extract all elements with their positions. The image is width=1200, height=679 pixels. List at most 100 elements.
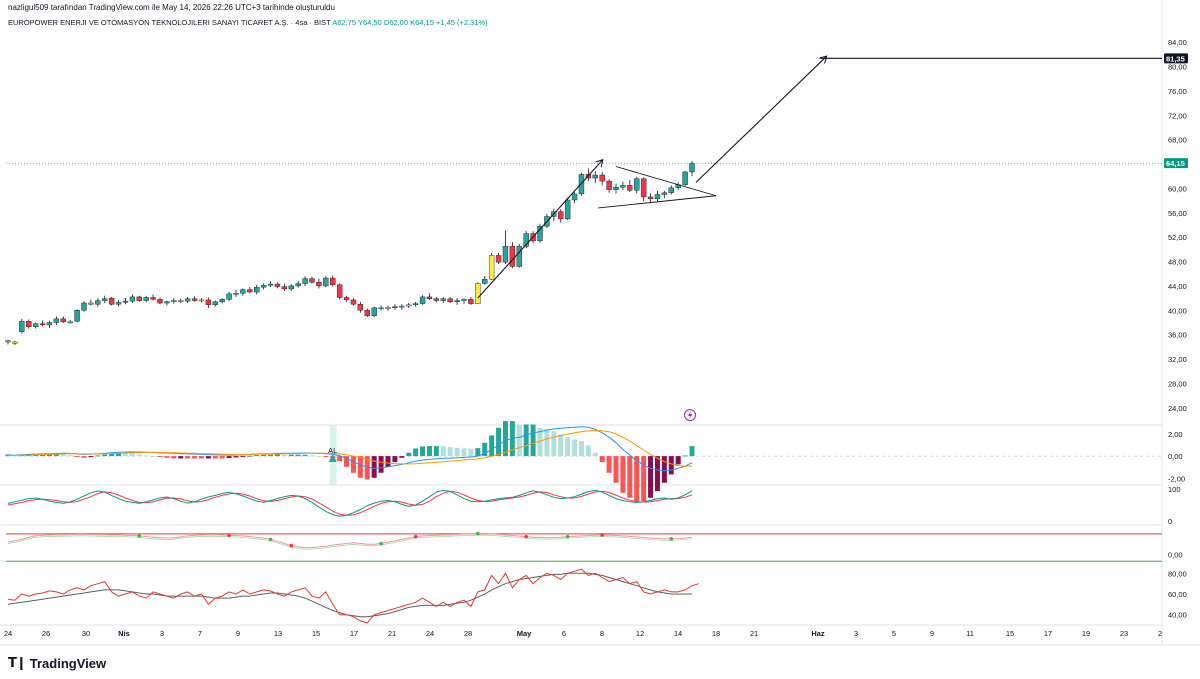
candle-body bbox=[309, 278, 315, 283]
candle bbox=[502, 230, 509, 264]
candle-body bbox=[67, 321, 73, 324]
macd-hist-bar bbox=[205, 456, 211, 459]
candle-body bbox=[323, 277, 329, 287]
macd-hist-bar bbox=[620, 456, 626, 493]
candle bbox=[198, 298, 205, 303]
candle-body bbox=[336, 284, 343, 298]
candle bbox=[53, 316, 60, 325]
time-tick-label-15: 8 bbox=[600, 629, 604, 638]
price-tick-label-2: 76,00 bbox=[1168, 87, 1187, 96]
symbol-line: EUROPOWER ENERJI VE OTOMASYON TEKNOLOJIL… bbox=[8, 18, 488, 27]
candle bbox=[350, 298, 357, 306]
macd-hist-bar bbox=[192, 456, 198, 459]
candle bbox=[343, 295, 350, 302]
osc-signal-dot bbox=[669, 537, 674, 541]
macd-hist-bar bbox=[60, 454, 66, 457]
al-annotation-label: AL bbox=[328, 446, 337, 455]
macd-hist-bar bbox=[316, 456, 322, 458]
candle-body bbox=[74, 310, 80, 322]
candle-body bbox=[661, 192, 668, 195]
ohlc-values: A62,75 Y64,50 D62,00 K64,15 +1,45 (+2,31… bbox=[332, 18, 488, 27]
macd-hist-bar bbox=[592, 452, 598, 457]
macd-hist-bar bbox=[261, 454, 267, 457]
signal-line bbox=[7, 430, 693, 467]
macd-hist-bar bbox=[551, 431, 557, 457]
time-tick-label-2: 30 bbox=[82, 629, 90, 638]
candle-body bbox=[350, 299, 357, 305]
candle bbox=[454, 298, 460, 305]
rsi-tick-label-1: 60,00 bbox=[1168, 590, 1187, 599]
macd-hist-bar bbox=[634, 456, 640, 502]
candle bbox=[5, 339, 11, 345]
candle-body bbox=[184, 298, 191, 302]
time-tick-label-8: 15 bbox=[312, 629, 320, 638]
candle-body bbox=[5, 340, 11, 343]
candle bbox=[627, 179, 633, 193]
macd-hist-bar bbox=[537, 427, 543, 457]
macd-hist-bar bbox=[641, 456, 647, 502]
candle-body bbox=[599, 174, 605, 182]
candle-body bbox=[647, 196, 654, 199]
macd-hist-bar bbox=[378, 456, 384, 473]
candle bbox=[378, 305, 384, 311]
pennant-upper-line bbox=[615, 166, 717, 197]
macd-hist-bar bbox=[502, 421, 508, 457]
candle bbox=[171, 298, 177, 304]
candle-body bbox=[343, 297, 350, 301]
time-tick-label-28: 23 bbox=[1120, 629, 1128, 638]
macd-hist-bar bbox=[254, 455, 260, 457]
macd-hist-bar bbox=[454, 447, 460, 457]
candle-body bbox=[385, 307, 391, 309]
candle bbox=[392, 304, 398, 310]
candle-body bbox=[219, 299, 225, 302]
candle-body bbox=[392, 306, 398, 308]
candle bbox=[150, 294, 156, 301]
macd-hist-bar bbox=[288, 454, 294, 457]
osc-signal-dot bbox=[413, 534, 418, 539]
candle-body bbox=[509, 246, 516, 267]
candle bbox=[682, 170, 688, 186]
candle-body bbox=[226, 293, 232, 300]
candle-body bbox=[212, 301, 218, 306]
candle bbox=[302, 276, 308, 286]
candle bbox=[406, 303, 412, 308]
symbol-name[interactable]: EUROPOWER ENERJI VE OTOMASYON TEKNOLOJIL… bbox=[8, 18, 331, 27]
candle bbox=[60, 316, 66, 324]
macd-hist-bar bbox=[489, 435, 495, 457]
macd-hist-bar bbox=[274, 454, 280, 457]
candle bbox=[634, 176, 640, 194]
osc-signal-dot bbox=[565, 534, 570, 539]
candle bbox=[468, 296, 474, 305]
candle bbox=[564, 197, 571, 221]
target-price-label: 81,35 bbox=[1166, 54, 1185, 63]
macd-hist-bar bbox=[95, 455, 101, 457]
time-tick-label-5: 7 bbox=[198, 629, 202, 638]
macd-hist-bar bbox=[606, 456, 612, 473]
candle-body bbox=[371, 307, 377, 316]
candle-body bbox=[88, 302, 94, 305]
candle-body bbox=[247, 289, 253, 293]
candle bbox=[226, 292, 232, 302]
candle bbox=[46, 320, 53, 328]
stoch-d-line bbox=[7, 490, 693, 516]
candle bbox=[136, 295, 142, 302]
candle bbox=[323, 276, 329, 288]
candle bbox=[475, 282, 481, 305]
candle-body bbox=[108, 297, 115, 305]
candles-group bbox=[5, 161, 695, 346]
candle-body bbox=[475, 283, 481, 304]
candle-body bbox=[558, 211, 564, 220]
macd-hist-bar bbox=[178, 456, 184, 459]
candle bbox=[26, 319, 32, 329]
macd-hist-bar bbox=[81, 456, 87, 458]
osc-signal-dot bbox=[524, 534, 528, 539]
candle bbox=[240, 288, 246, 296]
osc-signal-dot bbox=[600, 533, 604, 537]
macd-hist-bar bbox=[46, 454, 52, 457]
candle-body bbox=[426, 296, 433, 299]
macd-hist-bar bbox=[357, 456, 363, 478]
time-tick-label-7: 13 bbox=[274, 629, 282, 638]
osc-signal-dot bbox=[379, 541, 383, 546]
candle bbox=[288, 284, 294, 291]
